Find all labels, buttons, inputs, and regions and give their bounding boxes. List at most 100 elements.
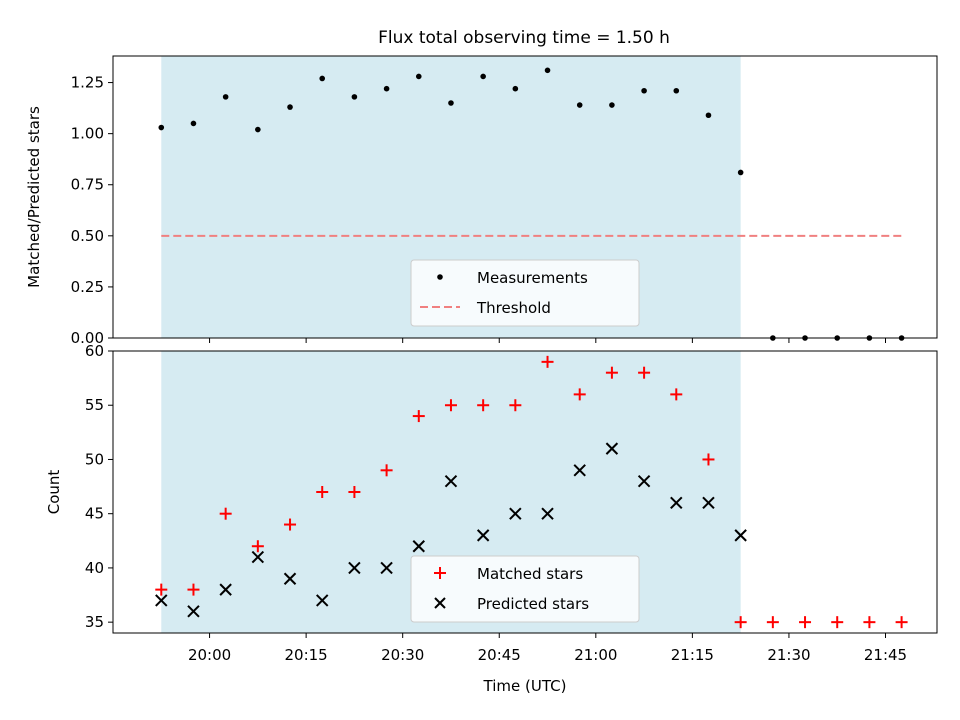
measurement-point <box>737 169 744 176</box>
x-tick-label: 21:30 <box>767 646 810 664</box>
top-y-ticks: 0.00 0.25 0.50 0.75 1.00 1.25 <box>71 74 113 347</box>
measurement-point <box>255 126 261 133</box>
measurement-point <box>576 102 583 108</box>
measurement-point <box>319 75 326 82</box>
top-y-tick-label: 0.00 <box>71 329 104 347</box>
top-y-axis-label: Matched/Predicted stars <box>25 106 43 288</box>
predicted-star-point <box>573 464 586 477</box>
legend-matched-label: Matched stars <box>477 565 583 583</box>
bottom-x-ticks: 20:00 20:15 20:30 20:45 21:00 21:15 21:30 21:45 <box>188 633 907 664</box>
predicted-star-point <box>734 529 747 542</box>
matched-star-point <box>284 518 297 531</box>
matched-star-point <box>670 388 683 401</box>
predicted-star-point <box>219 583 232 596</box>
bottom-y-tick-label: 60 <box>85 342 104 360</box>
predicted-star-point <box>637 474 651 488</box>
measurement-point <box>415 73 422 80</box>
predicted-star-point <box>476 529 490 542</box>
matched-star-point <box>895 616 908 629</box>
bottom-legend: Matched stars Predicted stars <box>410 555 640 623</box>
measurement-point <box>512 85 519 92</box>
measurement-point <box>190 120 197 127</box>
top-legend: Measurements Threshold <box>410 259 640 327</box>
matched-star-point <box>380 464 393 477</box>
matched-star-point <box>605 366 618 379</box>
predicted-star-point <box>380 561 393 575</box>
predicted-star-point <box>702 496 715 510</box>
predicted-star-point <box>316 594 329 607</box>
x-tick-label: 21:15 <box>671 646 714 664</box>
measurement-point <box>705 112 712 119</box>
matched-star-point <box>541 355 554 368</box>
bottom-y-tick-label: 40 <box>85 559 104 577</box>
matched-star-point <box>412 410 425 423</box>
matched-star-point <box>831 616 844 629</box>
matched-star-point <box>251 540 264 553</box>
predicted-star-point <box>509 507 522 520</box>
matched-star-point <box>477 399 490 412</box>
legend-threshold-label: Threshold <box>476 299 551 317</box>
measurement-point <box>544 67 551 74</box>
matched-star-point <box>187 583 200 596</box>
measurement-point <box>480 73 486 80</box>
top-y-tick-label: 0.50 <box>71 227 104 245</box>
measurement-point <box>287 104 293 110</box>
top-y-tick-label: 0.25 <box>71 278 104 296</box>
x-tick-label: 20:45 <box>478 646 521 664</box>
matched-star-point <box>702 453 715 466</box>
bottom-panel: 35 40 45 50 55 60 20:00 20:15 20:30 20:45 21:00 21… <box>45 342 938 695</box>
x-tick-label: 20:00 <box>188 646 231 664</box>
matched-star-point <box>766 616 779 629</box>
bottom-y-tick-label: 35 <box>85 613 104 631</box>
measurement-point <box>609 102 615 108</box>
predicted-legend-marker <box>434 597 446 609</box>
x-tick-label: 20:15 <box>285 646 328 664</box>
legend-measurements-label: Measurements <box>477 269 588 287</box>
x-axis-label: Time (UTC) <box>483 677 567 695</box>
predicted-star-point <box>155 594 168 607</box>
top-y-tick-label: 1.00 <box>71 125 104 143</box>
matched-star-point <box>219 507 232 520</box>
top-x-ticks <box>209 338 886 343</box>
predicted-star-point <box>444 474 458 488</box>
measurement-point <box>673 87 680 94</box>
top-plot-frame <box>112 55 938 339</box>
measurement-legend-marker <box>437 274 443 280</box>
top-legend-box <box>410 259 640 327</box>
predicted-star-point <box>348 561 361 575</box>
predicted-star-point <box>412 540 425 553</box>
x-tick-label: 21:00 <box>574 646 617 664</box>
measurement-point <box>383 85 390 92</box>
matched-star-point <box>863 616 876 629</box>
matched-star-point <box>734 616 747 629</box>
bottom-y-axis-label: Count <box>45 470 63 515</box>
bottom-y-tick-label: 55 <box>85 396 104 414</box>
measurement-point <box>448 100 454 106</box>
measurement-point <box>158 124 165 131</box>
matched-star-point <box>316 486 329 498</box>
matched-star-point <box>638 366 651 379</box>
bottom-plot-frame <box>112 350 938 634</box>
predicted-star-point <box>283 572 297 585</box>
measurement-point <box>351 94 358 100</box>
matched-star-point <box>509 399 522 412</box>
measurement-point <box>222 94 229 100</box>
predicted-star-point <box>541 507 554 520</box>
bottom-y-tick-label: 50 <box>85 450 104 468</box>
predicted-star-point <box>605 442 619 455</box>
top-panel: 0.00 0.25 0.50 0.75 1.00 1.25 Matched/Predict… <box>25 55 938 347</box>
legend-predicted-label: Predicted stars <box>477 595 589 613</box>
matched-star-point <box>155 583 168 596</box>
matched-star-point <box>444 399 457 412</box>
matched-star-point <box>799 616 812 629</box>
predicted-star-point <box>251 550 265 564</box>
matched-star-point <box>348 486 361 498</box>
measurement-points <box>158 67 905 341</box>
x-tick-label: 21:45 <box>864 646 907 664</box>
count-points <box>155 355 908 629</box>
x-tick-label: 20:30 <box>381 646 424 664</box>
chart-title: Flux total observing time = 1.50 h <box>378 28 670 48</box>
predicted-star-point <box>187 605 200 618</box>
top-y-tick-label: 0.75 <box>71 176 104 194</box>
bottom-y-ticks: 35 40 45 50 55 60 <box>85 342 113 631</box>
